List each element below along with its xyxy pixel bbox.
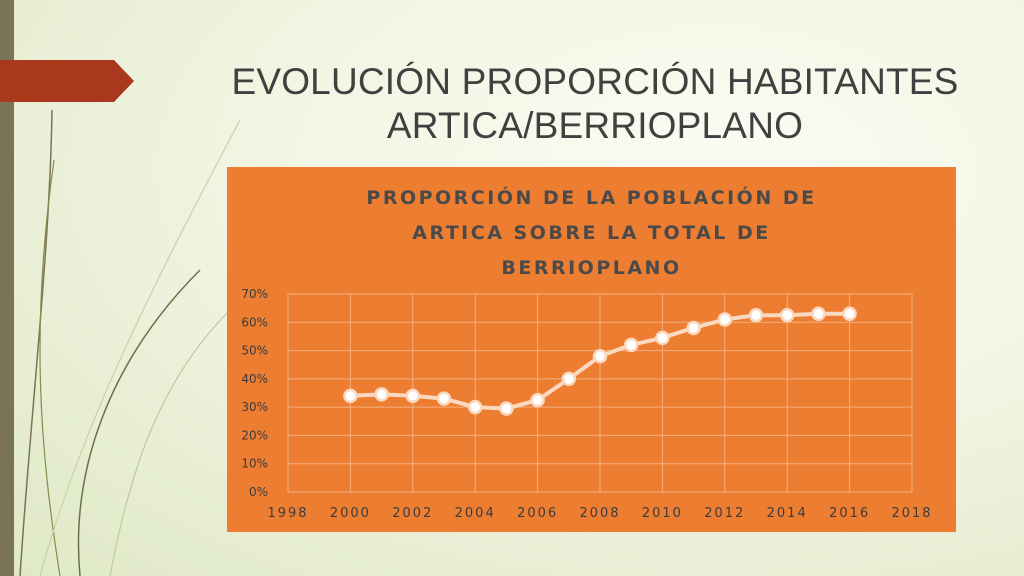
- slide-title-line2: ARTICA/BERRIOPLANO: [180, 104, 1010, 148]
- data-point: [563, 373, 575, 385]
- data-point: [469, 401, 481, 413]
- data-point: [719, 313, 731, 325]
- data-point: [656, 332, 668, 344]
- data-point: [844, 308, 856, 320]
- y-tick-label: 70%: [241, 287, 268, 301]
- title-accent-arrow: [0, 60, 134, 102]
- data-point: [500, 403, 512, 415]
- x-tick-label: 2006: [517, 506, 558, 521]
- line-chart-plot: 0% 10% 20% 30% 40% 50% 60% 70% 1998 2000 2002 2004 2…: [227, 167, 956, 532]
- chart-area: PROPORCIÓN DE LA POBLACIÓN DE ARTICA SOB…: [227, 167, 956, 532]
- y-tick-label: 10%: [241, 457, 268, 471]
- x-tick-label: 2012: [704, 506, 745, 521]
- data-point: [344, 390, 356, 402]
- x-tick-label: 2014: [767, 506, 808, 521]
- y-tick-label: 40%: [241, 372, 268, 386]
- y-tick-label: 60%: [241, 315, 268, 329]
- x-tick-label: 2002: [392, 506, 433, 521]
- x-tick-label: 2016: [829, 506, 870, 521]
- slide-title: EVOLUCIÓN PROPORCIÓN HABITANTES ARTICA/B…: [180, 60, 1010, 148]
- data-point: [438, 393, 450, 405]
- y-tick-label: 0%: [249, 485, 268, 499]
- y-tick-label: 50%: [241, 344, 268, 358]
- y-tick-label: 30%: [241, 400, 268, 414]
- data-point: [532, 394, 544, 406]
- data-point: [407, 390, 419, 402]
- data-point: [625, 339, 637, 351]
- y-tick-label: 20%: [241, 428, 268, 442]
- x-tick-label: 2004: [455, 506, 496, 521]
- data-point: [750, 309, 762, 321]
- x-tick-label: 2010: [642, 506, 683, 521]
- data-point: [688, 322, 700, 334]
- x-tick-label: 2000: [330, 506, 371, 521]
- slide-title-line1: EVOLUCIÓN PROPORCIÓN HABITANTES: [180, 60, 1010, 104]
- x-tick-label: 1998: [267, 506, 308, 521]
- data-point: [594, 350, 606, 362]
- data-point: [781, 309, 793, 321]
- x-tick-label: 2008: [579, 506, 620, 521]
- data-point: [812, 308, 824, 320]
- x-tick-label: 2018: [891, 506, 932, 521]
- data-point: [376, 388, 388, 400]
